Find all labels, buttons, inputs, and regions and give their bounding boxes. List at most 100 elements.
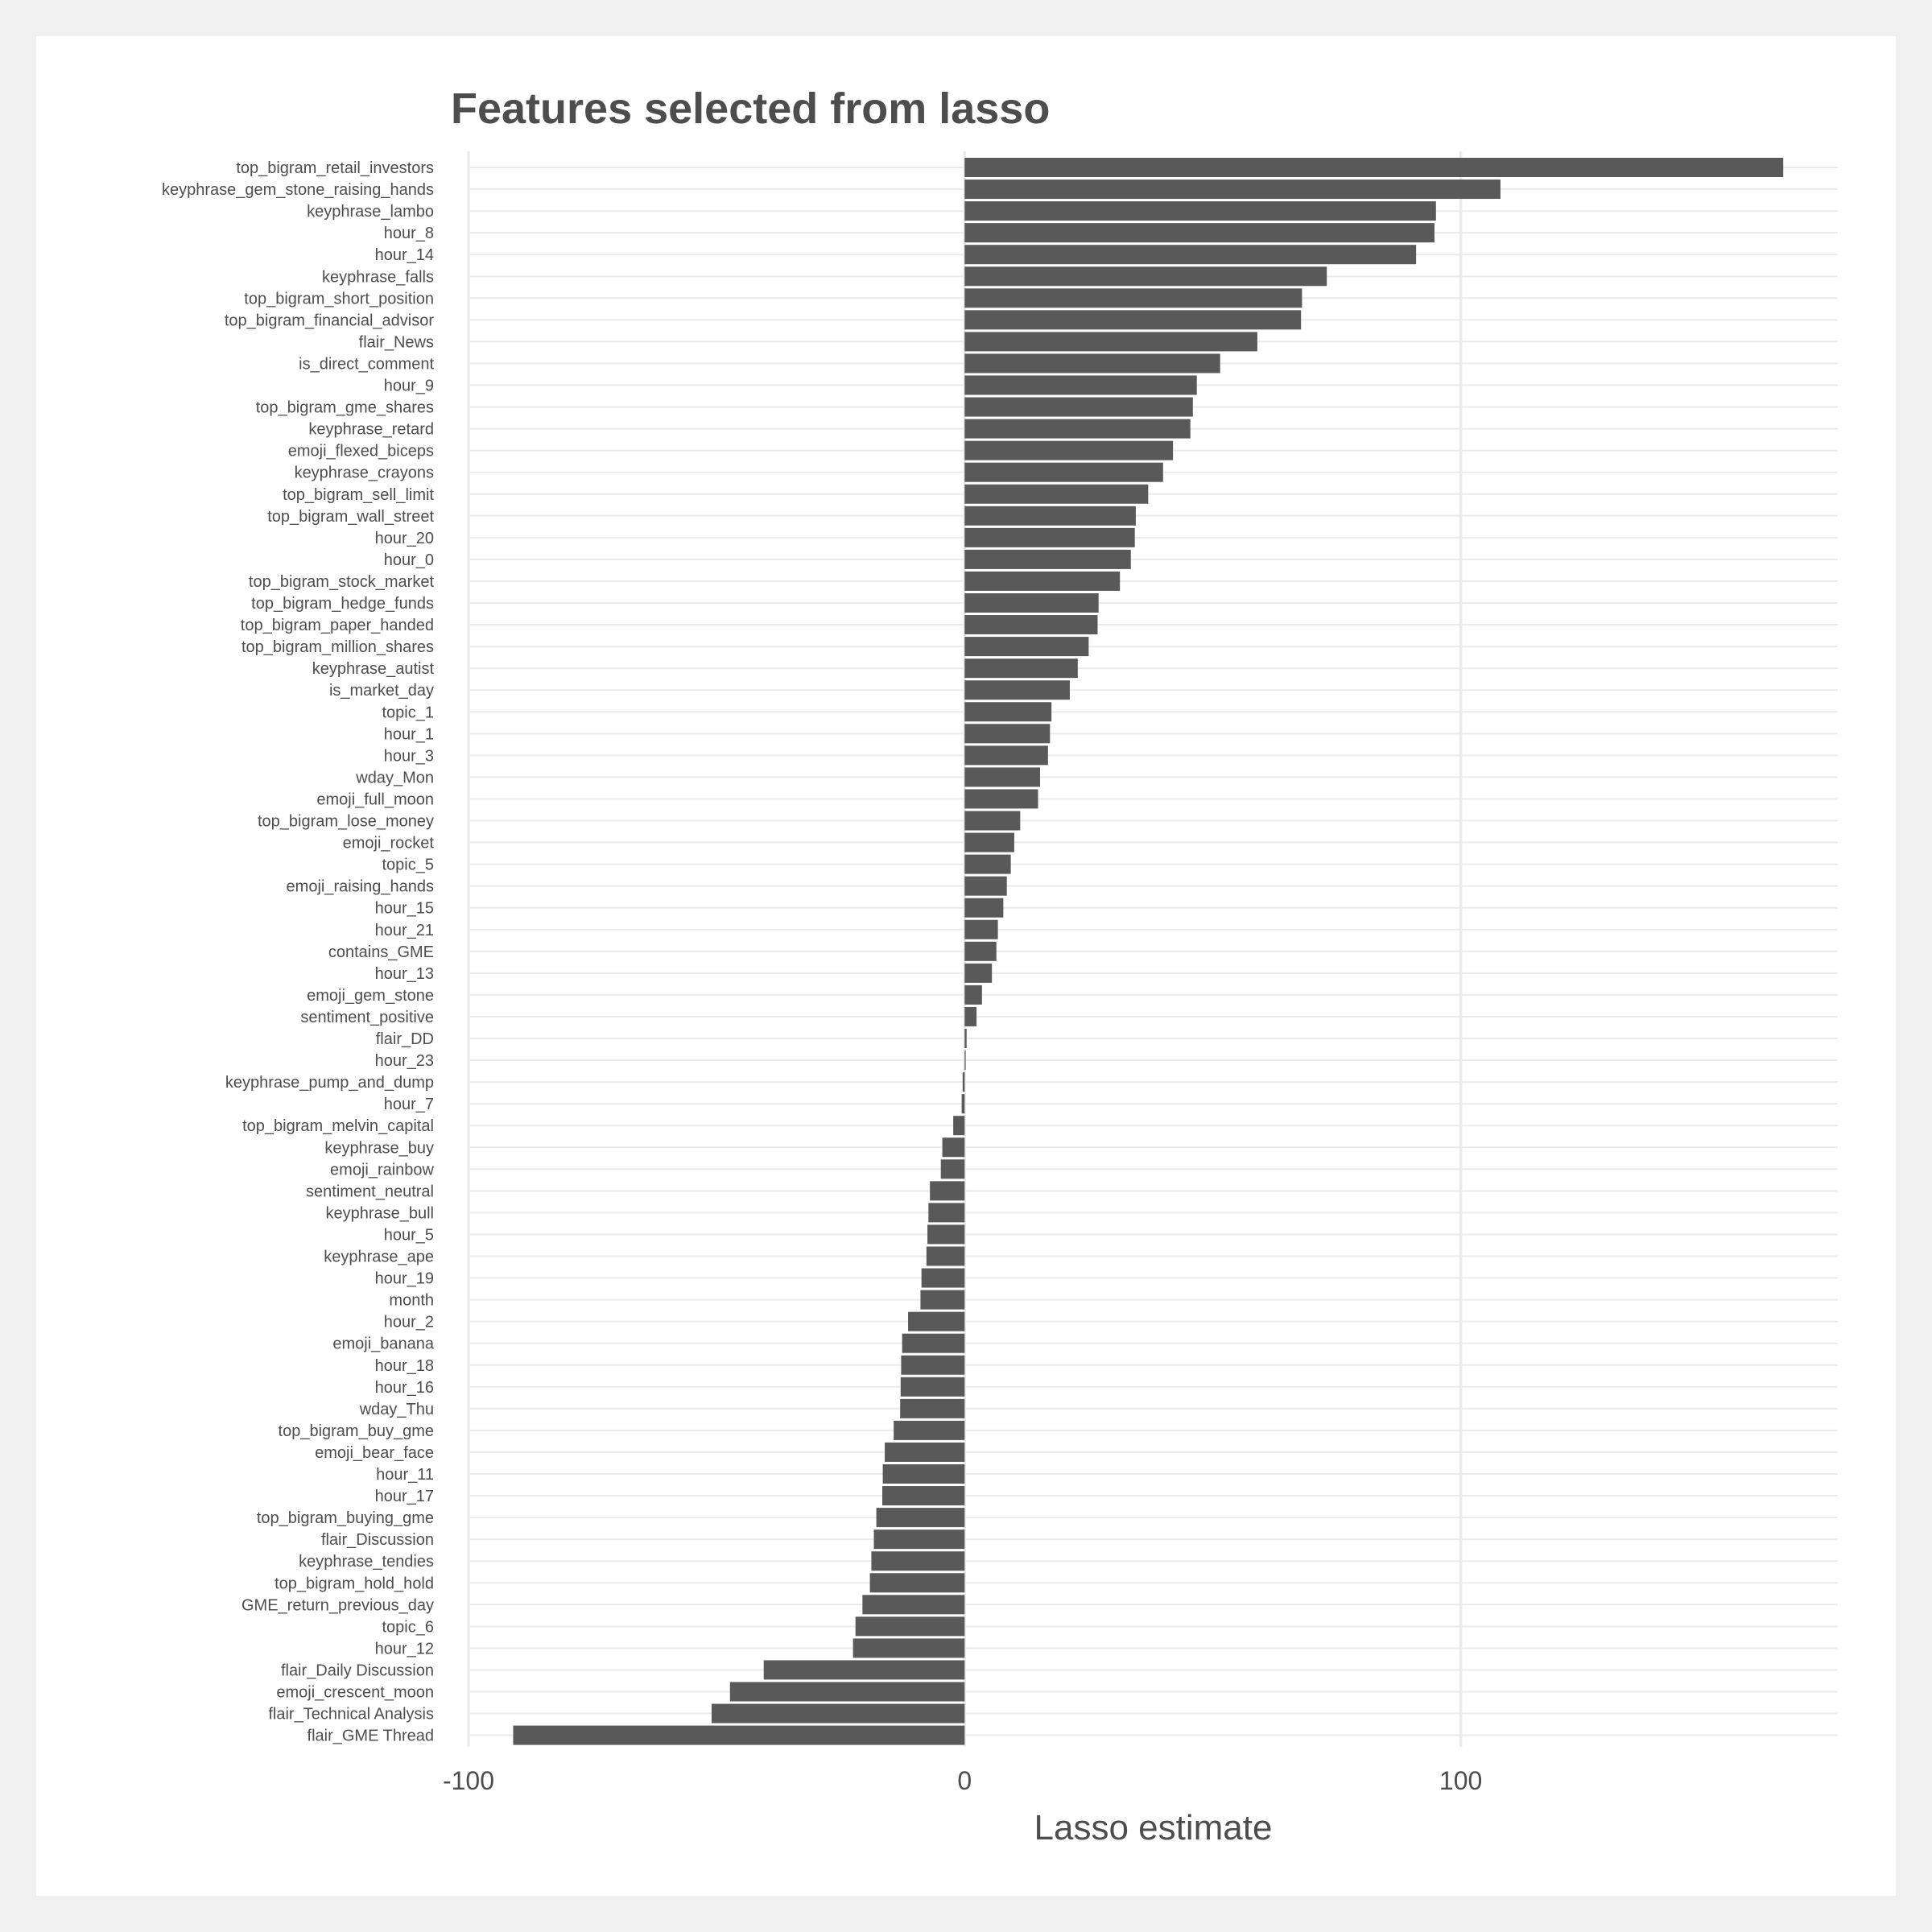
bar bbox=[964, 419, 1191, 439]
category-label: hour_12 bbox=[375, 1640, 434, 1657]
bar bbox=[953, 1116, 965, 1136]
bar bbox=[869, 1573, 965, 1593]
category-label: hour_11 bbox=[376, 1466, 434, 1484]
category-label: topic_5 bbox=[382, 857, 435, 874]
bar bbox=[964, 484, 1149, 504]
bar bbox=[964, 898, 1004, 918]
bar bbox=[964, 615, 1098, 635]
bar bbox=[964, 462, 1163, 482]
category-label: topic_6 bbox=[382, 1618, 435, 1636]
category-label: GME_return_previous_day bbox=[242, 1596, 434, 1614]
category-label: top_bigram_melvin_capital bbox=[242, 1117, 434, 1135]
bar bbox=[921, 1268, 965, 1288]
bar bbox=[928, 1203, 965, 1223]
category-label: hour_21 bbox=[375, 922, 434, 939]
bar bbox=[964, 201, 1436, 221]
category-label: emoji_flexed_biceps bbox=[288, 443, 434, 460]
bar bbox=[964, 527, 1135, 547]
bar bbox=[962, 1072, 965, 1092]
plot-panel: top_bigram_retail_investors keyphrase_gem… bbox=[36, 36, 1896, 1896]
bar bbox=[964, 223, 1435, 243]
category-label: flair_News bbox=[359, 333, 434, 351]
category-label: hour_9 bbox=[384, 378, 434, 395]
category-label: flair_Daily Discussion bbox=[281, 1662, 434, 1679]
category-label: hour_18 bbox=[375, 1357, 434, 1375]
category-label: emoji_raising_hands bbox=[287, 878, 434, 896]
bar bbox=[920, 1290, 965, 1310]
category-label: hour_13 bbox=[375, 965, 434, 983]
category-label: hour_16 bbox=[375, 1379, 434, 1397]
bar bbox=[940, 1159, 965, 1179]
bar bbox=[964, 375, 1197, 395]
x-tick-label: 0 bbox=[957, 1766, 972, 1795]
category-label: top_bigram_sell_limit bbox=[283, 486, 434, 504]
bar bbox=[964, 310, 1302, 330]
category-label: keyphrase_lambo bbox=[307, 203, 434, 221]
x-tick-label: -100 bbox=[443, 1766, 494, 1795]
category-label: top_bigram_lose_money bbox=[258, 813, 434, 831]
category-label: flair_Discussion bbox=[321, 1531, 434, 1549]
category-label: top_bigram_hedge_funds bbox=[251, 595, 434, 613]
category-label: hour_23 bbox=[375, 1052, 434, 1070]
category-label: sentiment_neutral bbox=[306, 1183, 434, 1200]
category-label: hour_5 bbox=[384, 1226, 434, 1244]
category-label: hour_8 bbox=[384, 225, 434, 242]
category-label: hour_14 bbox=[375, 246, 434, 264]
bar bbox=[930, 1181, 965, 1201]
x-tick-label: 100 bbox=[1439, 1766, 1482, 1795]
bar bbox=[964, 506, 1136, 526]
bar bbox=[964, 158, 1784, 177]
category-label: hour_19 bbox=[375, 1270, 434, 1288]
category-label: emoji_full_moon bbox=[316, 791, 434, 808]
bar bbox=[964, 658, 1078, 679]
bar bbox=[964, 549, 1131, 569]
bar bbox=[852, 1638, 965, 1658]
category-label: keyphrase_autist bbox=[312, 660, 435, 678]
bar bbox=[964, 245, 1417, 265]
category-label: is_market_day bbox=[329, 682, 434, 700]
bar bbox=[964, 724, 1051, 744]
category-label: top_bigram_short_position bbox=[244, 290, 434, 308]
category-label: topic_1 bbox=[382, 704, 435, 721]
category-label: keyphrase_buy bbox=[324, 1139, 434, 1157]
bar bbox=[873, 1530, 965, 1550]
category-label: keyphrase_pump_and_dump bbox=[225, 1074, 434, 1092]
category-label: keyphrase_gem_stone_raising_hands bbox=[162, 181, 434, 199]
bar bbox=[964, 266, 1327, 287]
category-label: top_bigram_million_shares bbox=[242, 638, 434, 656]
bar bbox=[729, 1682, 965, 1702]
category-label: top_bigram_stock_market bbox=[249, 573, 435, 591]
bar bbox=[964, 789, 1038, 809]
category-label: keyphrase_crayons bbox=[295, 464, 434, 482]
bar bbox=[927, 1224, 965, 1245]
category-label: wday_Mon bbox=[355, 769, 434, 786]
bar bbox=[900, 1377, 965, 1397]
category-label: hour_2 bbox=[384, 1314, 434, 1331]
bar bbox=[885, 1442, 965, 1462]
category-label: top_bigram_wall_street bbox=[267, 508, 434, 526]
category-label: keyphrase_ape bbox=[324, 1249, 434, 1266]
category-label: top_bigram_paper_handed bbox=[241, 617, 434, 634]
category-label: flair_Technical Analysis bbox=[268, 1706, 434, 1724]
category-label: hour_20 bbox=[375, 530, 434, 547]
category-label: top_bigram_buying_gme bbox=[257, 1509, 434, 1527]
bar bbox=[964, 876, 1007, 896]
category-label: top_bigram_hold_hold bbox=[275, 1575, 434, 1592]
bar bbox=[871, 1551, 965, 1571]
category-label: month bbox=[389, 1292, 434, 1310]
category-label: hour_3 bbox=[384, 747, 434, 765]
bar bbox=[855, 1616, 965, 1637]
category-label: wday_Thu bbox=[359, 1401, 434, 1418]
bar bbox=[964, 180, 1501, 200]
category-label: keyphrase_tendies bbox=[299, 1553, 434, 1571]
category-label: emoji_banana bbox=[332, 1335, 435, 1353]
bar bbox=[964, 832, 1014, 852]
bar bbox=[964, 767, 1040, 787]
category-label: keyphrase_falls bbox=[322, 268, 434, 286]
category-label: keyphrase_retard bbox=[308, 421, 434, 439]
category-label: emoji_crescent_moon bbox=[276, 1684, 434, 1702]
bar bbox=[964, 397, 1193, 417]
bar bbox=[964, 963, 993, 983]
bar bbox=[902, 1333, 965, 1353]
bar bbox=[964, 1029, 967, 1048]
